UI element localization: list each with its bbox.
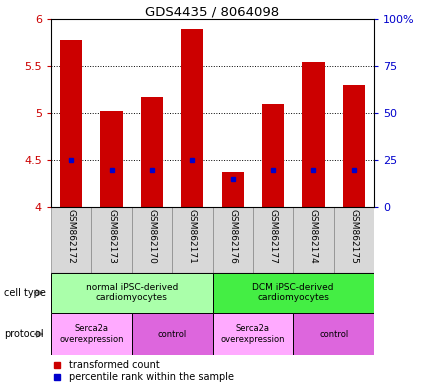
Bar — [212, 313, 293, 355]
Bar — [212, 207, 253, 273]
Bar — [51, 207, 91, 273]
Bar — [262, 104, 284, 207]
Bar — [132, 207, 172, 273]
Bar — [334, 207, 374, 273]
Bar — [253, 207, 293, 273]
Text: GSM862171: GSM862171 — [188, 209, 197, 263]
Bar — [293, 313, 374, 355]
Bar — [221, 172, 244, 207]
Text: control: control — [158, 329, 187, 339]
Text: normal iPSC-derived
cardiomyocytes: normal iPSC-derived cardiomyocytes — [85, 283, 178, 303]
Text: Serca2a
overexpression: Serca2a overexpression — [59, 324, 124, 344]
Text: GSM862175: GSM862175 — [349, 209, 358, 263]
Text: GSM862170: GSM862170 — [147, 209, 156, 263]
Text: GSM862176: GSM862176 — [228, 209, 237, 263]
Bar — [91, 207, 132, 273]
Text: Serca2a
overexpression: Serca2a overexpression — [221, 324, 285, 344]
Bar — [51, 273, 212, 313]
Text: protocol: protocol — [4, 329, 44, 339]
Bar — [302, 61, 325, 207]
Bar — [212, 273, 374, 313]
Bar — [60, 40, 82, 207]
Title: GDS4435 / 8064098: GDS4435 / 8064098 — [145, 5, 280, 18]
Bar — [141, 97, 163, 207]
Bar — [293, 207, 334, 273]
Text: GSM862173: GSM862173 — [107, 209, 116, 263]
Text: DCM iPSC-derived
cardiomyocytes: DCM iPSC-derived cardiomyocytes — [252, 283, 334, 303]
Bar — [172, 207, 212, 273]
Bar — [132, 313, 212, 355]
Text: GSM862174: GSM862174 — [309, 209, 318, 263]
Text: GSM862177: GSM862177 — [269, 209, 278, 263]
Text: percentile rank within the sample: percentile rank within the sample — [69, 372, 234, 382]
Text: cell type: cell type — [4, 288, 46, 298]
Text: control: control — [319, 329, 348, 339]
Bar — [343, 85, 365, 207]
Text: transformed count: transformed count — [69, 360, 159, 370]
Bar — [51, 313, 132, 355]
Bar — [181, 29, 204, 207]
Bar — [100, 111, 123, 207]
Text: GSM862172: GSM862172 — [67, 209, 76, 263]
